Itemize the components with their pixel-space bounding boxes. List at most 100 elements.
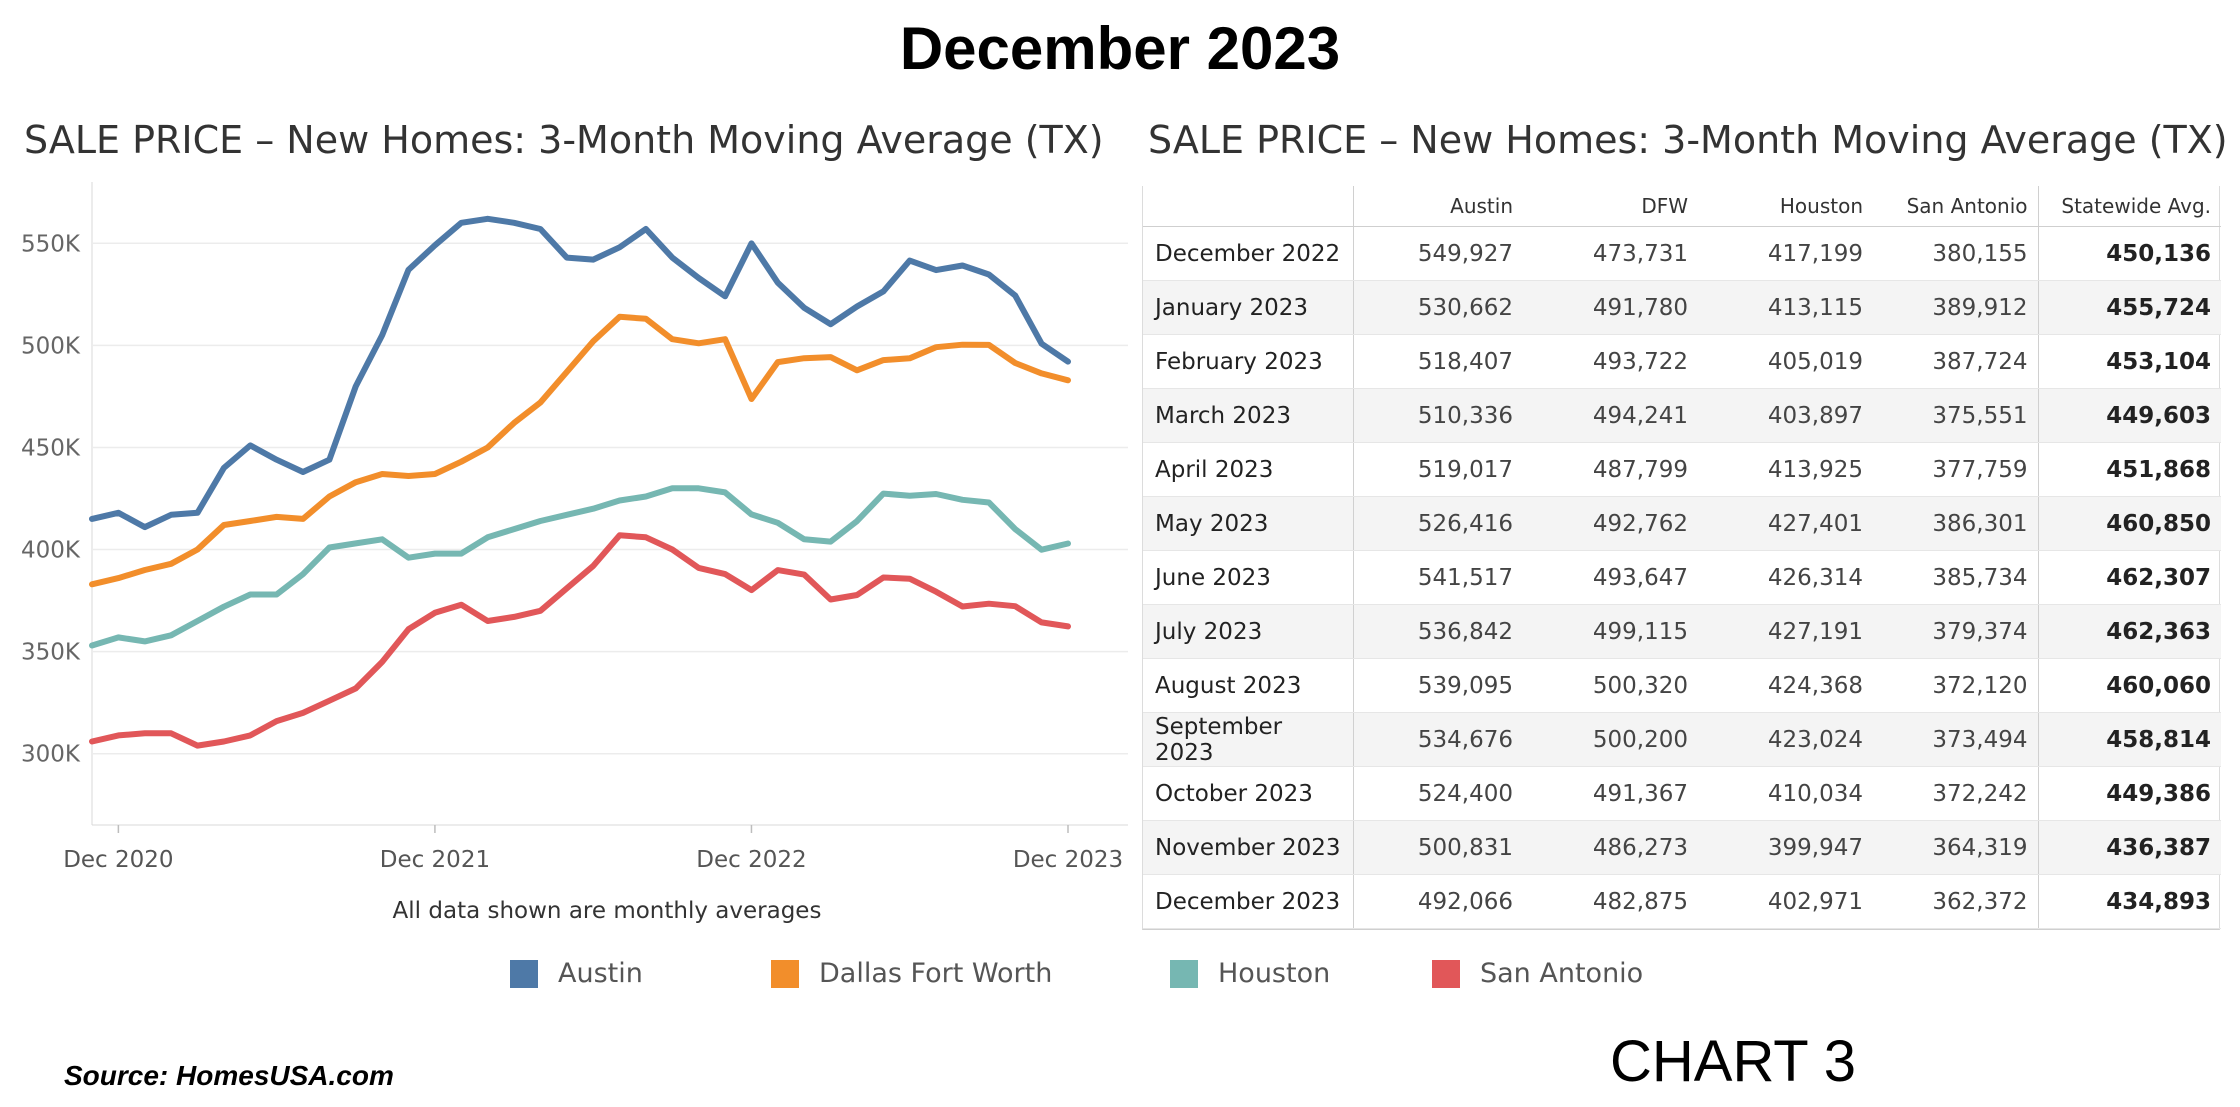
table-cell: 482,875 (1523, 874, 1698, 929)
table-cell: 364,319 (1873, 820, 2038, 875)
table-cell: 493,647 (1523, 550, 1698, 605)
table-cell: 449,386 (2037, 766, 2221, 821)
chart-number-label: CHART 3 (1610, 1029, 1857, 1094)
table-cell: 451,868 (2037, 442, 2221, 497)
series-line-san-antonio (89, 532, 1071, 749)
table-cell: 362,372 (1873, 874, 2038, 929)
table-row: November 2023 500,831 486,273 399,947 364,31… (1143, 820, 2221, 875)
legend-swatch-san-antonio (1432, 959, 1460, 988)
table-cell: 380,155 (1873, 226, 2038, 281)
page-title: December 2023 (899, 15, 1341, 82)
table-row: December 2023 492,066 482,875 402,971 362,37… (1143, 874, 2221, 929)
table-cell: 500,831 (1353, 820, 1523, 875)
table-cell: 402,971 (1698, 874, 1873, 929)
y-tick-label: 400K (21, 538, 81, 564)
column-header-houston: Houston (1698, 186, 1873, 227)
table-cell: 403,897 (1698, 388, 1873, 443)
table-header-row: Austin DFW Houston San Antonio Statewide… (1143, 186, 2221, 227)
row-month-label: August 2023 (1143, 658, 1354, 713)
column-header-statewide: Statewide Avg. (2037, 186, 2221, 227)
legend-item-austin[interactable]: Austin (510, 958, 643, 989)
legend-item-houston[interactable]: Houston (1170, 958, 1330, 989)
chart-note: All data shown are monthly averages (392, 898, 822, 924)
chart-legend: Austin Dallas Fort Worth Houston San Ant… (0, 958, 2240, 1000)
table-cell: 379,374 (1873, 604, 2038, 659)
table-cell: 510,336 (1353, 388, 1523, 443)
line-chart: 300K 350K 400K 450K 500K 550K Dec 2020 Dec 2021… (21, 182, 1128, 870)
legend-label-san-antonio: San Antonio (1480, 958, 1644, 989)
column-header-austin: Austin (1353, 186, 1523, 227)
row-month-label: April 2023 (1143, 442, 1354, 497)
row-month-label: May 2023 (1143, 496, 1354, 551)
x-tick-label: Dec 2023 (1013, 847, 1123, 870)
table-cell: 539,095 (1353, 658, 1523, 713)
table-cell: 386,301 (1873, 496, 2038, 551)
table-cell: 372,120 (1873, 658, 2038, 713)
table-cell: 423,024 (1698, 712, 1873, 767)
table-cell: 460,850 (2037, 496, 2221, 551)
table-row: July 2023 536,842 499,115 427,191 379,374 462… (1143, 604, 2221, 659)
series-line-dallas-fort-worth (89, 313, 1071, 588)
table-cell: 453,104 (2037, 334, 2221, 389)
table-cell: 473,731 (1523, 226, 1698, 281)
table-cell: 377,759 (1873, 442, 2038, 497)
series-line-austin (89, 215, 1071, 531)
table-cell: 413,115 (1698, 280, 1873, 335)
table-cell: 491,780 (1523, 280, 1698, 335)
table-cell: 449,603 (2037, 388, 2221, 443)
price-data-table: Austin DFW Houston San Antonio Statewide… (1143, 186, 2221, 929)
table-row: February 2023 518,407 493,722 405,019 387,72… (1143, 334, 2221, 389)
table-cell: 424,368 (1698, 658, 1873, 713)
table-row: April 2023 519,017 487,799 413,925 377,759 45… (1143, 442, 2221, 497)
legend-item-san-antonio[interactable]: San Antonio (1432, 958, 1643, 989)
table-cell: 373,494 (1873, 712, 2038, 767)
row-month-label: September 2023 (1143, 712, 1354, 767)
table-cell: 541,517 (1353, 550, 1523, 605)
table-cell: 492,762 (1523, 496, 1698, 551)
table-row: December 2022 549,927 473,731 417,199 380,15… (1143, 226, 2221, 281)
table-cell: 534,676 (1353, 712, 1523, 767)
legend-item-dallas-fort-worth[interactable]: Dallas Fort Worth (771, 958, 1052, 989)
x-tick-label: Dec 2021 (380, 847, 490, 870)
legend-swatch-austin (510, 959, 538, 988)
column-header-month (1143, 186, 1354, 227)
x-tick-label: Dec 2020 (63, 847, 173, 870)
table-cell: 434,893 (2037, 874, 2221, 929)
y-tick-label: 350K (21, 640, 81, 666)
column-header-san-antonio: San Antonio (1873, 186, 2038, 227)
source-credit: Source: HomesUSA.com (64, 1060, 394, 1091)
table-cell: 493,722 (1523, 334, 1698, 389)
table-row: January 2023 530,662 491,780 413,115 389,912… (1143, 280, 2221, 335)
table-row: March 2023 510,336 494,241 403,897 375,551 44… (1143, 388, 2221, 443)
row-month-label: December 2022 (1143, 226, 1354, 281)
table-cell: 413,925 (1698, 442, 1873, 497)
table-cell: 372,242 (1873, 766, 2038, 821)
table-cell: 410,034 (1698, 766, 1873, 821)
table-cell: 491,367 (1523, 766, 1698, 821)
table-cell: 524,400 (1353, 766, 1523, 821)
legend-swatch-houston (1170, 959, 1198, 988)
table-cell: 500,320 (1523, 658, 1698, 713)
table-cell: 427,401 (1698, 496, 1873, 551)
table-cell: 399,947 (1698, 820, 1873, 875)
legend-label-austin: Austin (558, 958, 643, 989)
table-cell: 462,363 (2037, 604, 2221, 659)
x-tick-label: Dec 2022 (696, 847, 806, 870)
legend-swatch-dallas-fort-worth (771, 959, 799, 988)
table-cell: 487,799 (1523, 442, 1698, 497)
table-cell: 494,241 (1523, 388, 1698, 443)
row-month-label: November 2023 (1143, 820, 1354, 875)
table-cell: 405,019 (1698, 334, 1873, 389)
table-cell: 519,017 (1353, 442, 1523, 497)
row-month-label: December 2023 (1143, 874, 1354, 929)
table-cell: 460,060 (2037, 658, 2221, 713)
table-cell: 530,662 (1353, 280, 1523, 335)
row-month-label: February 2023 (1143, 334, 1354, 389)
line-chart-title: SALE PRICE – New Homes: 3-Month Moving A… (24, 118, 1104, 162)
table-cell: 492,066 (1353, 874, 1523, 929)
table-cell: 427,191 (1698, 604, 1873, 659)
table-cell: 450,136 (2037, 226, 2221, 281)
table-cell: 536,842 (1353, 604, 1523, 659)
legend-label-dallas-fort-worth: Dallas Fort Worth (819, 958, 1053, 989)
table-cell: 526,416 (1353, 496, 1523, 551)
